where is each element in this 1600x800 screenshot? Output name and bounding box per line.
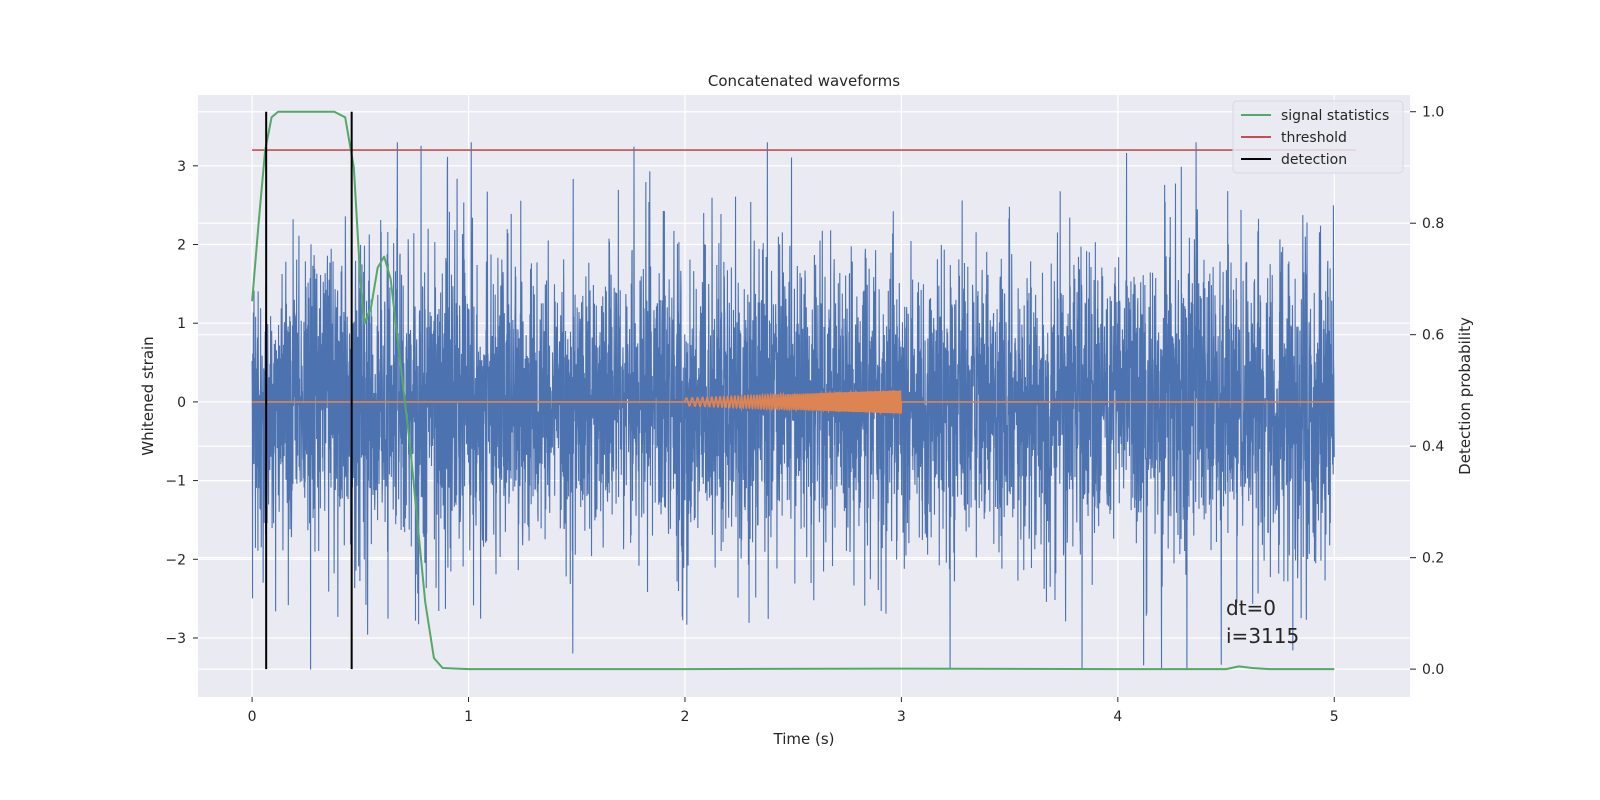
y-right-tick-label: 0.8 [1422,216,1444,232]
injected-waveform-line [684,389,903,416]
y-tick-label: −1 [165,474,186,490]
x-tick-label: 4 [1113,709,1122,725]
y-right-tick-label: 0.4 [1422,439,1444,455]
y-right-tick-label: 0.2 [1422,551,1444,567]
chart-title: Concatenated waveforms [708,72,900,90]
plot-content [251,110,1356,671]
y-right-tick-label: 0.0 [1422,662,1444,678]
y-tick-label: 0 [177,395,186,411]
y-right-tick-label: 1.0 [1422,105,1444,121]
legend-label: threshold [1281,130,1347,146]
legend-label: signal statistics [1281,108,1389,124]
y-right-tick-label: 0.6 [1422,328,1444,344]
annotation-dt: dt=0 [1226,596,1276,620]
y-tick-label: −2 [165,552,186,568]
x-tick-label: 0 [248,709,257,725]
annotation-index: i=3115 [1226,624,1299,648]
x-tick-label: 1 [464,709,473,725]
legend-label: detection [1281,152,1347,168]
strain-series-line [251,142,1335,670]
y-tick-label: 3 [177,159,186,175]
y-axis-label-right: Detection probability [1456,317,1474,475]
x-tick-label: 2 [681,709,690,725]
x-tick-label: 5 [1330,709,1339,725]
x-tick-label: 3 [897,709,906,725]
x-axis-label: Time (s) [773,730,835,748]
y-tick-label: −3 [165,631,186,647]
axes: 0 1 2 3 4 5 −3 −2 −1 0 1 2 3 0.0 0.2 0.4 0.6 0.8 1.0 [165,105,1444,725]
signal-statistics-line [251,110,1335,671]
y-tick-label: 2 [177,238,186,254]
legend: signal statistics threshold detection [1232,100,1404,174]
y-axis-label-left: Whitened strain [139,336,157,455]
legend-box [1232,100,1404,174]
y-tick-label: 1 [177,316,186,332]
